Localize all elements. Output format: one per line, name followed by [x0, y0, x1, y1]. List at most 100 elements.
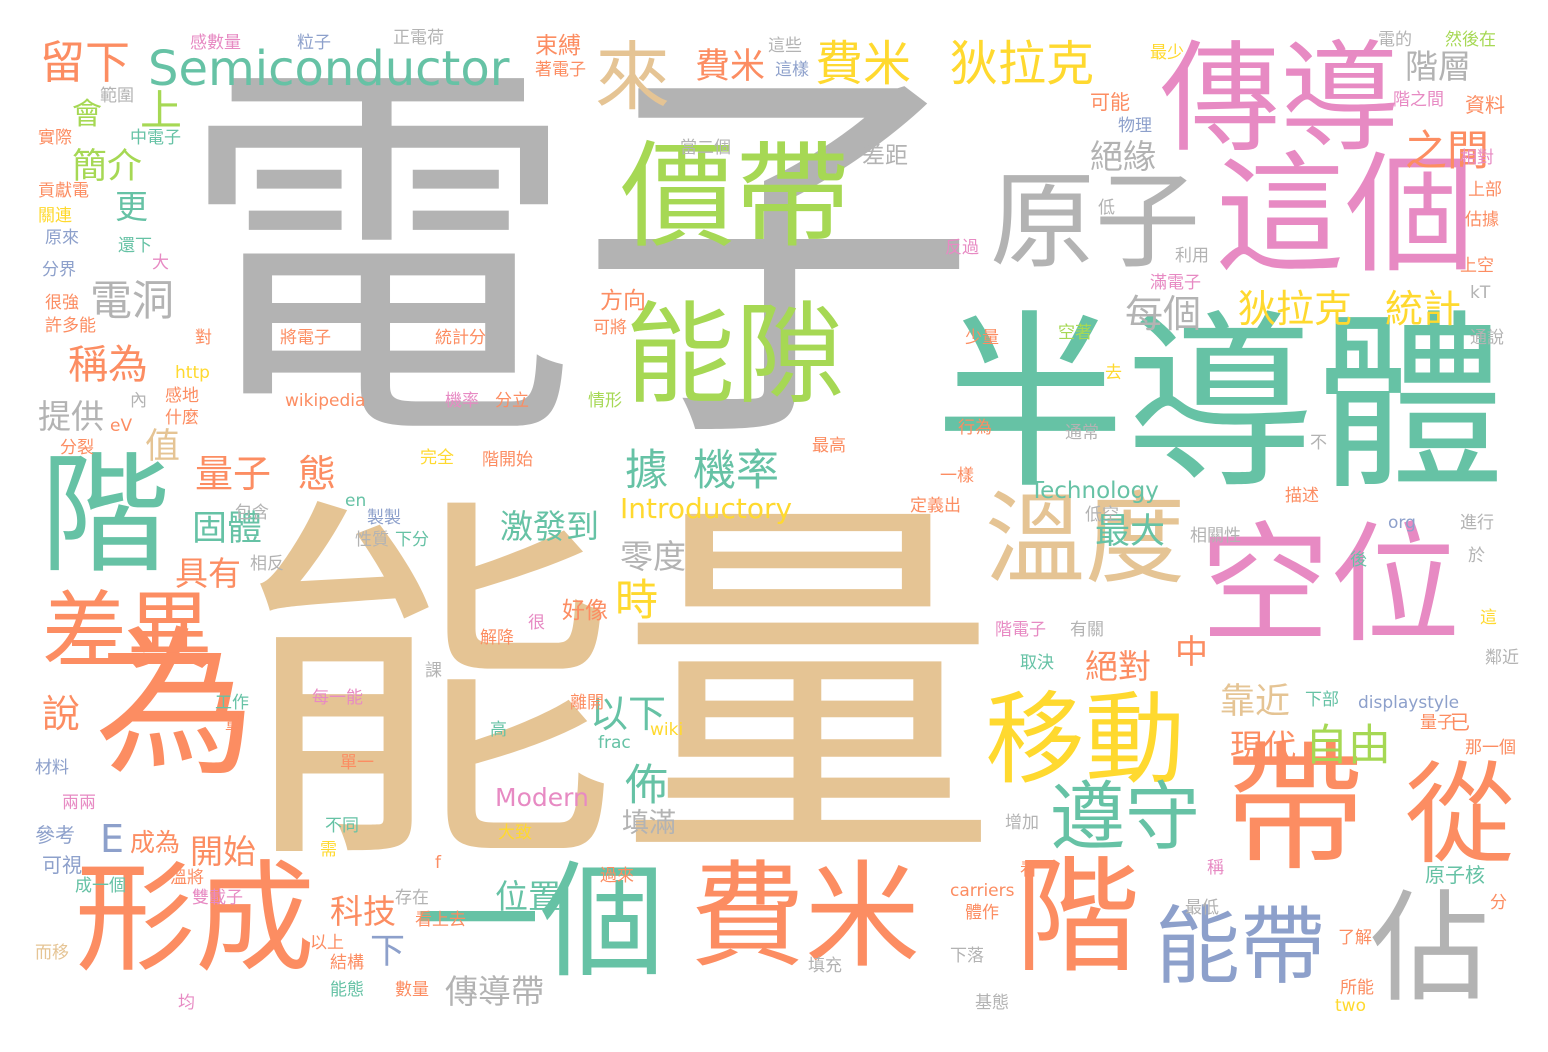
cloud-word: 稱: [1207, 858, 1224, 878]
cloud-word: 高: [490, 720, 507, 740]
cloud-word: 相反: [250, 554, 284, 574]
cloud-word: 以上: [310, 933, 344, 953]
cloud-word: displaystyle: [1358, 693, 1460, 713]
cloud-word: 不: [1310, 433, 1327, 453]
cloud-word: 留下: [40, 36, 131, 89]
cloud-word: 課: [425, 661, 442, 681]
cloud-word: 雙載子: [192, 888, 243, 908]
cloud-word: 著電子: [535, 60, 586, 80]
cloud-word: http: [175, 363, 210, 383]
cloud-word: 利用: [1175, 246, 1209, 266]
cloud-word: 均: [178, 993, 195, 1013]
cloud-word: 機率: [693, 446, 779, 496]
cloud-word: 提供: [38, 397, 104, 436]
cloud-word: 上: [140, 86, 183, 135]
cloud-word: 資料: [1465, 93, 1505, 117]
cloud-word: 正電荷: [393, 28, 444, 48]
cloud-word: 兩兩: [62, 793, 96, 813]
cloud-word: 費米: [690, 850, 921, 984]
cloud-word: 能帶: [1155, 898, 1326, 997]
cloud-word: 傳導帶: [445, 972, 544, 1011]
cloud-word: 有關: [1070, 620, 1104, 640]
cloud-word: 填滿: [622, 808, 676, 839]
cloud-word: 電洞: [90, 276, 175, 325]
cloud-word: 溫度: [985, 481, 1185, 598]
cloud-word: 將電子: [280, 328, 331, 348]
cloud-word: 佔: [1370, 880, 1490, 1019]
cloud-word: 感地: [165, 386, 199, 406]
cloud-word: 統計: [1385, 287, 1462, 331]
cloud-word: 許多能: [45, 316, 96, 336]
cloud-word: 開始: [190, 832, 256, 871]
cloud-word: 分界: [42, 260, 76, 280]
cloud-word: 下: [370, 932, 406, 972]
cloud-word: 形成: [75, 850, 315, 989]
cloud-word: 稱為: [68, 342, 148, 388]
cloud-word: 於: [1468, 546, 1485, 566]
cloud-word: 情形: [588, 391, 622, 411]
cloud-word: 絕緣: [1090, 137, 1156, 176]
cloud-word: 好像: [562, 598, 608, 624]
cloud-word: 成為: [130, 828, 181, 857]
cloud-word: 階電子: [995, 620, 1046, 640]
cloud-word: 通常: [1065, 423, 1099, 443]
cloud-word: frac: [598, 733, 631, 753]
cloud-word: 費米: [815, 36, 912, 92]
cloud-word: 據: [625, 446, 668, 496]
cloud-word: kT: [1470, 283, 1491, 303]
cloud-word: 物理: [1118, 116, 1152, 136]
cloud-word: 存在: [395, 888, 429, 908]
cloud-word: 溫將: [170, 868, 204, 888]
cloud-word: 激發到: [500, 507, 599, 546]
cloud-word: 然後在: [1445, 30, 1496, 50]
cloud-word: 半導體: [935, 294, 1506, 515]
cloud-word: 可視: [42, 853, 82, 877]
cloud-word: 範圍: [100, 86, 134, 106]
cloud-word: 參考: [35, 823, 75, 847]
cloud-word: Introductory: [620, 492, 793, 525]
cloud-word: 相對: [1460, 148, 1494, 168]
cloud-word: 來: [595, 33, 671, 121]
cloud-word: 相關性: [1190, 526, 1241, 546]
cloud-word: E: [100, 817, 125, 861]
cloud-word: 需: [320, 840, 337, 860]
cloud-word: 量: [225, 714, 242, 734]
cloud-word: 能量: [238, 468, 998, 911]
cloud-word: 很強: [45, 293, 79, 313]
cloud-word: 量子: [195, 452, 272, 496]
cloud-word: 最大: [1095, 512, 1166, 552]
cloud-word: 時: [615, 576, 658, 626]
cloud-word: 定義出: [910, 496, 961, 516]
cloud-word: 性質: [355, 530, 389, 550]
cloud-word: 費米: [695, 47, 766, 87]
cloud-word: 關連: [38, 206, 72, 226]
cloud-word: 這些: [768, 36, 802, 56]
cloud-word: 工作: [215, 693, 249, 713]
cloud-word: 為: [95, 611, 256, 798]
cloud-word: 差距: [862, 143, 908, 169]
cloud-word: 粒子: [297, 33, 331, 53]
cloud-word: 統計分: [435, 328, 486, 348]
cloud-word: 而移: [35, 943, 69, 963]
cloud-word: 填充: [808, 956, 842, 976]
cloud-word: 通說: [1470, 328, 1504, 348]
cloud-word: 從: [1405, 751, 1515, 879]
cloud-word: 原來: [45, 228, 79, 248]
cloud-word: 增加: [1005, 813, 1039, 833]
cloud-word: 這個: [1215, 139, 1476, 291]
cloud-word: 具有: [175, 554, 241, 593]
cloud-word: 低: [1098, 198, 1115, 218]
cloud-word: 價帶: [620, 130, 851, 264]
cloud-word: 下部: [1305, 690, 1339, 710]
cloud-word: Technology: [1030, 478, 1159, 504]
cloud-word: 佈: [625, 761, 668, 811]
cloud-word: 還下: [118, 236, 152, 256]
cloud-word: 取決: [1020, 653, 1054, 673]
cloud-word: 實際: [38, 128, 72, 148]
cloud-word: 可將: [593, 318, 627, 338]
cloud-word: 空著: [1058, 323, 1092, 343]
cloud-word: 帶: [1225, 728, 1366, 891]
cloud-word: 過來: [600, 866, 634, 886]
cloud-word: 所能: [1340, 978, 1374, 998]
